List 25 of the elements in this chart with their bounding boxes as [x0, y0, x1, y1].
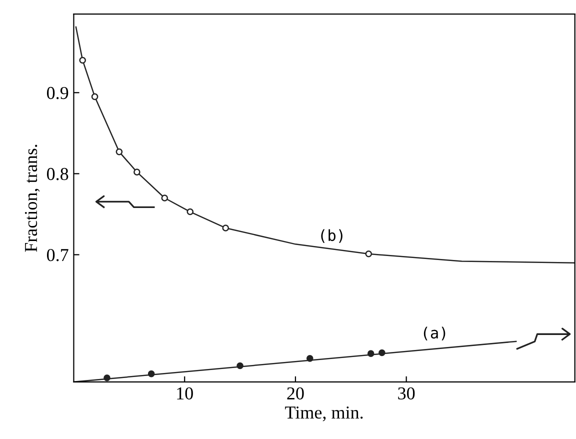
point: [104, 374, 110, 382]
x-tick-label: 20: [287, 387, 304, 400]
x-tick-label: 30: [398, 387, 415, 400]
point: [236, 362, 244, 370]
point: [367, 350, 374, 357]
point: [116, 148, 123, 156]
y-tick-label: 0.9: [46, 86, 68, 100]
point: [186, 208, 194, 216]
y-tick-label: 0.7: [46, 248, 68, 262]
point: [134, 168, 140, 176]
y-tick-label: 0.8: [46, 168, 68, 180]
x-tick-label: 10: [177, 387, 193, 400]
x-axis-title: Time, min.: [285, 406, 363, 422]
y-axis-title: Fraction, trans.: [24, 144, 40, 252]
point: [306, 355, 314, 362]
point: [378, 349, 386, 356]
point: [148, 370, 155, 378]
point: [91, 93, 98, 100]
annotation: (b): [321, 229, 342, 243]
point: [161, 194, 168, 202]
point: [79, 56, 86, 64]
point: [365, 250, 372, 258]
annotation: (a): [424, 326, 446, 340]
line-series: [75, 26, 575, 264]
point: [222, 224, 230, 232]
